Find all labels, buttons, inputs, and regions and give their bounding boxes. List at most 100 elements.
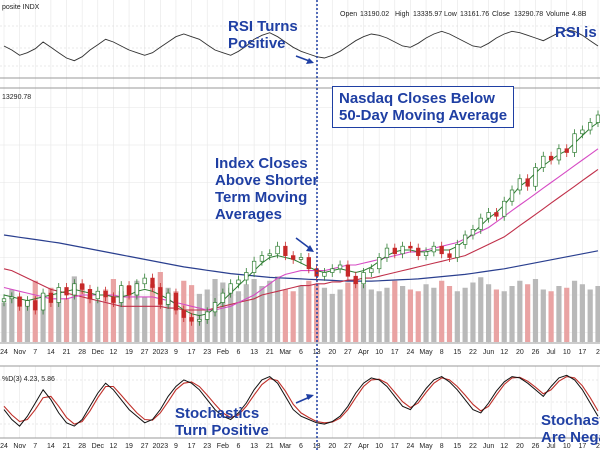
volume-bar xyxy=(517,280,523,342)
x-tick-label: 21 xyxy=(63,349,71,356)
volume-bar xyxy=(243,284,249,342)
candle-body xyxy=(595,114,600,123)
ma-mid-line xyxy=(3,168,599,311)
volume-bar xyxy=(392,280,398,342)
candle-body xyxy=(9,296,14,300)
x-tick-label: 2 xyxy=(596,349,600,356)
x-tick-label: 14 xyxy=(47,349,55,356)
ohlc-low-value: 13161.76 xyxy=(460,11,489,18)
x-tick-label: Nov xyxy=(13,349,26,356)
x-tick-label: 13 xyxy=(313,443,321,450)
candle-body xyxy=(95,290,100,300)
ohlc-open-label: Open xyxy=(340,11,357,18)
volume-bar xyxy=(228,287,234,342)
volume-bar xyxy=(259,286,265,342)
volume-bar xyxy=(17,296,23,342)
ohlc-close-label: Close xyxy=(492,11,510,18)
volume-bar xyxy=(220,282,226,342)
x-tick-label: 27 xyxy=(141,443,149,450)
x-tick-label: 6 xyxy=(299,349,303,356)
candle-body xyxy=(48,292,54,303)
candle-body xyxy=(494,212,499,217)
annotation-rsi-is: RSI is xyxy=(555,24,597,41)
volume-bar xyxy=(360,284,367,342)
x-tick-label: 2023 xyxy=(153,443,169,450)
volume-bar xyxy=(439,280,445,342)
x-tick-label: 27 xyxy=(141,349,149,356)
volume-bar xyxy=(353,279,359,342)
candle-body xyxy=(556,148,562,161)
x-tick-label: 13 xyxy=(250,443,258,450)
x-tick-label: 15 xyxy=(453,443,461,450)
volume-bar xyxy=(509,286,515,342)
candle-body xyxy=(431,245,437,253)
x-tick-label: Dec xyxy=(92,443,105,450)
candle-body xyxy=(181,309,186,318)
candle-body xyxy=(439,245,444,255)
last-price-label: 13290.78 xyxy=(2,94,31,101)
volume-bar xyxy=(556,286,562,342)
volume-bar xyxy=(282,289,288,342)
x-tick-label: 17 xyxy=(391,349,399,356)
candle-body xyxy=(353,275,358,285)
x-tick-label: 26 xyxy=(532,443,540,450)
candle-body xyxy=(478,217,483,230)
candle-body xyxy=(416,247,421,256)
volume-bar xyxy=(56,291,62,342)
x-tick-label: 8 xyxy=(440,349,444,356)
volume-bar xyxy=(454,291,460,342)
volume-bar xyxy=(118,291,124,342)
price-candles xyxy=(1,110,600,326)
x-tick-label: 9 xyxy=(174,349,178,356)
x-tick-label: 12 xyxy=(500,349,508,356)
volume-bar xyxy=(40,293,46,342)
volume-bar xyxy=(368,289,374,342)
volume-bar xyxy=(564,287,570,342)
x-tick-label: 10 xyxy=(375,443,383,450)
volume-bar xyxy=(267,280,273,342)
annotation-index-closes: Index Closes Above Shorter Term Moving Aver… xyxy=(215,155,319,223)
x-tick-label: 10 xyxy=(563,443,571,450)
x-tick-label: 21 xyxy=(266,443,274,450)
rsi-line xyxy=(3,29,599,62)
volume-bar xyxy=(149,284,156,342)
candle-body xyxy=(275,245,280,255)
x-tick-label: Jul xyxy=(547,443,556,450)
volume-bar xyxy=(540,289,546,342)
x-tick-label: 13 xyxy=(250,349,258,356)
candle-body xyxy=(447,253,452,258)
x-tick-label: May xyxy=(419,443,433,450)
candle-body xyxy=(408,245,413,249)
candle-body xyxy=(548,155,554,161)
volume-bar xyxy=(173,291,179,342)
volume-bar xyxy=(142,296,148,342)
x-tick-label: 6 xyxy=(237,443,241,450)
volume-bar xyxy=(306,280,312,342)
volume-bar xyxy=(485,284,492,342)
volume-bar xyxy=(415,291,421,342)
candle-body xyxy=(306,257,311,270)
volume-bar xyxy=(24,300,31,342)
ohlc-volume-label: Volume xyxy=(546,11,569,18)
volume-bar xyxy=(165,287,171,342)
volume-bar xyxy=(462,287,468,342)
candle-body xyxy=(40,292,46,311)
x-tick-label: 10 xyxy=(375,349,383,356)
volume-bar xyxy=(470,282,476,342)
x-tick-label: 28 xyxy=(78,349,86,356)
candle-body xyxy=(580,129,585,135)
x-tick-label: 8 xyxy=(440,443,444,450)
x-tick-label: Nov xyxy=(13,443,26,450)
candle-body xyxy=(64,287,69,296)
volume-bar xyxy=(103,289,109,342)
x-tick-label: 14 xyxy=(47,443,55,450)
x-tick-label: 17 xyxy=(578,349,586,356)
volume-bar xyxy=(1,302,7,342)
x-tick-label: 6 xyxy=(299,443,303,450)
candle-body xyxy=(251,260,257,273)
candle-body xyxy=(173,292,179,311)
volume-bar xyxy=(95,300,101,342)
x-tick-label: 17 xyxy=(578,443,586,450)
